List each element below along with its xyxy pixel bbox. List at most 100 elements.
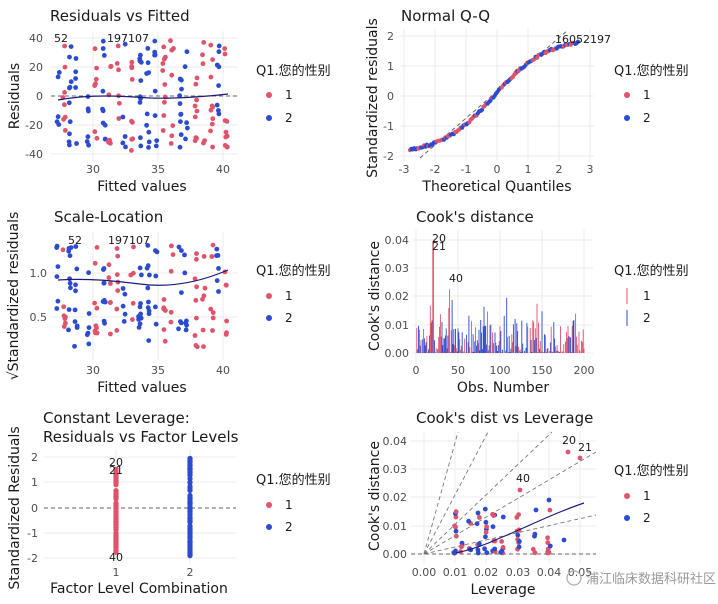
point-sex1	[94, 135, 100, 141]
point-sex2	[182, 270, 188, 276]
panel6-ytick: 0.00	[383, 548, 408, 561]
point-sex1	[114, 306, 120, 312]
point-sex1	[484, 524, 489, 530]
panel2-xtick: -3	[399, 163, 410, 176]
panel3-xtick: 40	[216, 364, 230, 377]
point-sex2	[178, 320, 184, 326]
point-sex2	[500, 514, 506, 520]
panel3-title: Scale-Location	[54, 208, 163, 226]
point-sex1	[194, 251, 199, 256]
panel-cooks-vs-leverage: Cook's dist vs Leverage 20 21 40 0.04 0.…	[367, 409, 597, 598]
panel5-points	[113, 455, 193, 559]
panel4-ytick: 0.01	[385, 319, 410, 332]
point-sex2	[187, 516, 193, 522]
legend-title: Q1.您的性别	[614, 63, 689, 79]
panel3-ytick: 0.5	[30, 311, 48, 324]
panel1-title: Residuals vs Fitted	[50, 7, 190, 25]
point-sex1	[113, 508, 119, 514]
point-sex2	[84, 139, 90, 144]
point-sex2	[72, 307, 78, 313]
point-sex2	[123, 144, 128, 150]
point-sex1	[114, 246, 120, 251]
point-sex1	[223, 332, 229, 337]
point-sex2	[66, 139, 72, 145]
point-sex2	[122, 311, 128, 317]
panel2-xtick: 2	[556, 163, 563, 176]
point-sex2	[453, 548, 458, 554]
panel6-contour	[423, 514, 597, 555]
panel-cooks-distance: Cook's distance 20 21 40 0.04 0.03 0.02 …	[367, 208, 595, 396]
point-sex2	[216, 289, 221, 294]
point-sex1	[94, 305, 100, 311]
point-sex1	[210, 315, 216, 321]
point-sex1	[208, 42, 214, 48]
point-sex1	[128, 272, 134, 278]
point-sex2	[498, 549, 504, 555]
point-sex2	[137, 265, 143, 271]
panel2-ytick: 2	[387, 30, 394, 43]
panel4-annot-20: 20	[432, 232, 446, 245]
point-sex2	[144, 122, 150, 128]
point-sex2	[101, 267, 106, 272]
point-sex1	[223, 282, 229, 288]
point-sex1	[202, 285, 208, 291]
panel6-ylabel: Cook's distance	[367, 441, 383, 551]
point-sex2	[73, 76, 78, 81]
point-sex2	[187, 472, 193, 478]
panel4-annot-40: 40	[449, 272, 463, 285]
point-sex2	[187, 492, 193, 499]
point-sex2	[179, 86, 184, 92]
panel1-xtick: 35	[151, 163, 165, 176]
point-sex1	[168, 309, 174, 315]
point-sex1	[210, 242, 216, 248]
panel2-grid	[400, 29, 594, 161]
point-sex2	[483, 534, 488, 540]
legend-title: Q1.您的性别	[256, 472, 331, 488]
panel6-xticks: 0.00 0.01 0.02 0.03 0.04 0.05	[412, 566, 593, 579]
panel6-xtick: 0.04	[537, 566, 562, 579]
panel2-ytick: -2	[383, 150, 394, 163]
point-sex1	[115, 253, 121, 259]
point-sex2	[216, 111, 222, 117]
panel3-points	[54, 242, 230, 350]
point-sex1	[92, 129, 98, 135]
legend-label: 1	[285, 289, 293, 303]
point-sex2	[153, 321, 159, 327]
panel2-ytick: 0	[387, 90, 394, 103]
point-sex1	[113, 520, 119, 526]
point-sex1	[113, 479, 119, 485]
panel2-xtick: 3	[587, 163, 594, 176]
point-sex1	[200, 52, 205, 58]
point-sex1	[116, 116, 122, 121]
panel4-ytick: 0.04	[385, 234, 410, 247]
point-sex2	[147, 272, 152, 278]
panel6-xtick: 0.01	[443, 566, 468, 579]
point-sex2	[492, 546, 498, 552]
point-sex2	[182, 64, 188, 70]
legend-label: 2	[285, 520, 293, 534]
panel3-ytick: 1.0	[30, 267, 48, 280]
point-sex1	[113, 524, 119, 530]
point-sex2	[187, 543, 193, 549]
point-sex2	[146, 129, 152, 135]
panel6-yticks: 0.04 0.03 0.02 0.01 0.00	[383, 435, 408, 561]
legend-label: 2	[285, 111, 293, 125]
point-sex1	[60, 247, 66, 253]
panel5-xtick: 1	[113, 566, 120, 579]
point-sex2	[86, 311, 92, 316]
point-sex2	[100, 46, 106, 51]
point-sex2	[120, 114, 126, 120]
point-sex1	[208, 306, 214, 312]
panel-scale-location: Scale-Location 52 197107 1.0 0.5 30 35 4…	[6, 208, 238, 396]
point-sex1	[113, 542, 119, 548]
point-sex1	[192, 333, 198, 338]
panel5-grid	[44, 449, 236, 565]
point-sex2	[146, 139, 152, 145]
point-sex2	[144, 111, 150, 117]
panel3-xtick: 35	[151, 364, 165, 377]
point-sex2	[575, 39, 581, 44]
point-sex2	[85, 134, 91, 140]
point-sex1	[530, 546, 536, 552]
panel6-contour	[423, 431, 553, 555]
point-sex2	[187, 487, 193, 493]
